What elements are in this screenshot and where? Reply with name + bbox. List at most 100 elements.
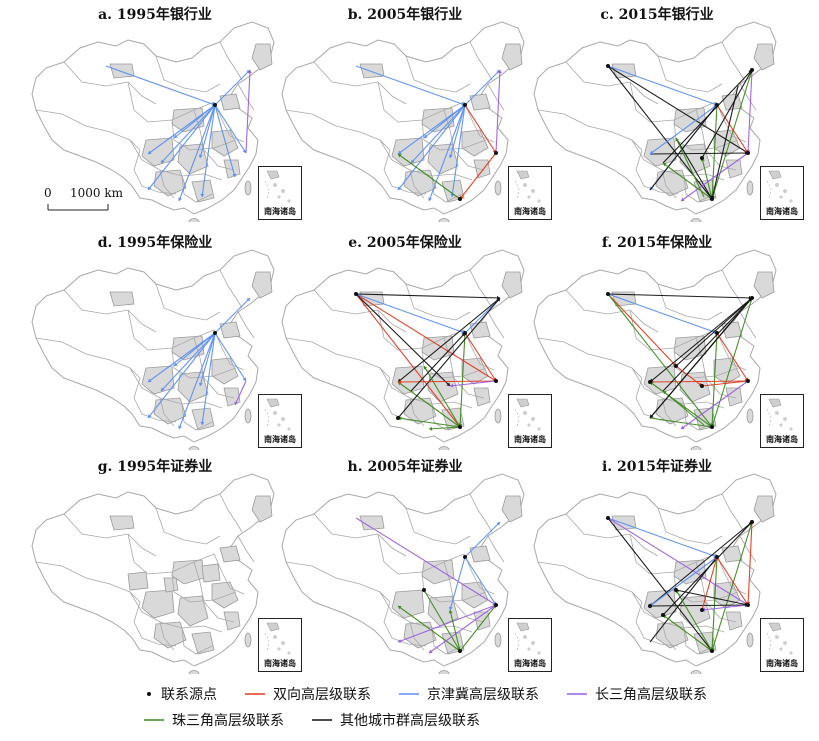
south-china-sea-inset: 南海诸岛 [258, 618, 302, 672]
link-pearl-beijing-shenzhen [711, 556, 718, 652]
link-arrowhead [650, 150, 654, 154]
source-point-shenzhen [458, 425, 462, 429]
taiwan-island [494, 632, 502, 648]
province-highlight [251, 271, 273, 299]
link-bidirectional-wuhan-beijing [701, 556, 718, 611]
panel-title: h. 2005年证券业 [347, 459, 463, 475]
inset-islands [766, 398, 793, 431]
link-beijing-beijing-wuhan [199, 104, 216, 159]
link-pearl-urumqi-shenzhen [607, 293, 713, 428]
province-highlight [427, 595, 459, 627]
province-boundary [683, 175, 715, 203]
province-highlight [251, 495, 273, 523]
legend-item-source: 联系源点 [143, 684, 217, 704]
province-highlight [501, 495, 523, 523]
scale-bar-distance: 1000 km [70, 186, 124, 200]
hainan-island [690, 670, 702, 674]
link-pearl-beijing-shenzhen [711, 332, 718, 428]
province-boundary [129, 139, 223, 181]
province-boundary [721, 493, 745, 533]
inset-label: 南海诸岛 [264, 206, 296, 216]
province-highlight [177, 143, 209, 175]
province-boundary [683, 627, 715, 655]
source-point-urumqi [606, 64, 610, 68]
link-beijing-beijing-nanning [178, 332, 216, 430]
link-beijing-beijing-kunming [147, 104, 216, 191]
province-boundary [565, 513, 659, 557]
source-point-beijing [463, 555, 467, 559]
panel-title: c. 2015年银行业 [600, 7, 714, 23]
link-arrowhead [448, 154, 453, 158]
link-arrowhead [242, 149, 247, 153]
china-map [31, 249, 275, 450]
province-highlight [219, 321, 241, 339]
link-other-harbin-chengdu [649, 521, 753, 607]
legend-label-beijing: 京津冀高层级联系 [427, 687, 539, 703]
link-arrowhead [200, 421, 205, 425]
link-arrowhead [398, 186, 402, 190]
province-boundary [35, 561, 141, 603]
inset-label: 南海诸岛 [514, 658, 546, 668]
link-pearl-harbin-shenzhen [711, 69, 753, 200]
link-beijing-beijing-kunming [397, 104, 466, 191]
link-pearl-beijing-shenzhen [459, 332, 466, 428]
province-highlight [109, 515, 135, 531]
link-pearl-xian-shenzhen [423, 589, 461, 652]
link-beijing-beijing-shanghai [464, 556, 497, 606]
source-point-harbin [750, 68, 754, 72]
province-highlight [201, 563, 221, 583]
south-china-sea-inset: 南海诸岛 [760, 166, 804, 220]
link-arrowhead [148, 414, 152, 418]
inset-label: 南海诸岛 [264, 434, 296, 444]
legend-item-pearl: 珠三角高层级联系 [142, 710, 284, 730]
province-highlight [501, 43, 523, 71]
link-other-chengdu-shanghai [649, 604, 749, 607]
link-bidirectional-beijing-shanghai [464, 332, 497, 382]
source-point-shenzhen [458, 649, 462, 653]
map-panel: b. 2005年银行业 南海诸岛 [274, 0, 552, 222]
link-yangtze-urumqi-shanghai [607, 517, 749, 606]
panel-title: d. 1995年保险业 [97, 235, 213, 251]
link-yangtze-shanghai-nanning [428, 604, 497, 654]
province-boundary [379, 591, 473, 633]
province-highlight [163, 577, 179, 593]
province-highlight [721, 93, 743, 111]
link-beijing-beijing-kunming [147, 332, 216, 419]
china-map [281, 21, 525, 222]
link-pearl-shenzhen-chengdu [397, 605, 461, 652]
link-other-urumqi-harbin [355, 293, 501, 299]
link-yangtze-shanghai-fuzhou [234, 380, 247, 406]
link-other-chengdu-shanghai [649, 152, 749, 155]
source-point-shanghai [746, 603, 750, 607]
link-arrowhead [242, 377, 247, 381]
province-highlight [219, 93, 241, 111]
link-arrowhead [681, 425, 685, 429]
province-boundary [469, 41, 493, 81]
province-boundary [159, 397, 175, 427]
south-china-sea-inset: 南海诸岛 [258, 166, 302, 220]
source-point-shenzhen [710, 197, 714, 201]
province-boundary [409, 169, 425, 199]
link-yangtze-urumqi-shanghai [355, 517, 497, 606]
province-highlight [753, 43, 775, 71]
province-boundary [219, 41, 243, 81]
province-boundary [565, 61, 659, 105]
province-boundary [469, 493, 493, 533]
link-pearl-shenzhen-shanghai [459, 604, 497, 652]
link-yangtze-shanghai-harbin [245, 69, 251, 154]
source-point-urumqi [606, 292, 610, 296]
source-point-xian [422, 588, 426, 592]
panel-title: a. 1995年银行业 [98, 7, 212, 23]
province-boundary [63, 513, 157, 557]
link-arrowhead [178, 197, 182, 201]
link-pearl-shenzhen-chongqing [662, 614, 713, 652]
link-arrowhead [663, 163, 667, 167]
legend-item-beijing: 京津冀高层级联系 [397, 684, 539, 704]
map-panel: a. 1995年银行业南海诸岛 [24, 0, 302, 222]
link-arrowhead [448, 606, 453, 610]
province-boundary [377, 309, 465, 351]
inset-label: 南海诸岛 [514, 206, 546, 216]
link-arrowhead [450, 383, 454, 388]
south-china-sea-inset: 南海诸岛 [760, 394, 804, 448]
province-boundary [237, 311, 255, 339]
